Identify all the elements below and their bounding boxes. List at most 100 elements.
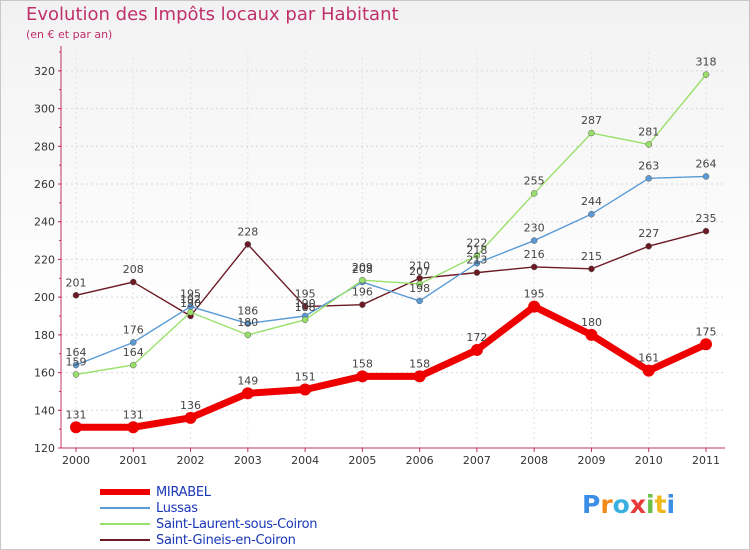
data-label: 172 — [466, 331, 487, 344]
data-point — [416, 297, 423, 305]
series-line-mirabel — [76, 303, 708, 431]
data-label: 161 — [638, 352, 659, 365]
x-tick-label: 2005 — [348, 454, 376, 467]
proxiti-logo: Proxiti — [582, 490, 675, 519]
y-tick-label: 120 — [34, 442, 55, 455]
logo-letter: P — [582, 490, 601, 519]
series-line-saint-gineis-en-coiron — [75, 230, 707, 317]
data-label: 164 — [66, 346, 87, 359]
data-point — [702, 173, 710, 180]
data-point — [470, 343, 483, 356]
data-point — [473, 259, 481, 267]
data-point — [528, 300, 541, 313]
legend-swatch — [100, 507, 150, 509]
y-tick-label: 140 — [34, 404, 55, 417]
data-point — [702, 71, 710, 78]
data-label: 196 — [352, 286, 373, 299]
data-point — [642, 364, 655, 377]
x-tick-label: 2011 — [692, 454, 720, 467]
data-label: 176 — [123, 323, 144, 336]
data-point — [473, 252, 481, 259]
data-point — [184, 411, 197, 424]
data-label: 198 — [409, 282, 430, 295]
data-point — [130, 278, 137, 286]
data-label: 228 — [237, 225, 258, 238]
data-label: 222 — [466, 237, 487, 250]
data-label: 164 — [123, 346, 144, 359]
data-label: 209 — [352, 261, 373, 274]
data-label: 255 — [524, 174, 545, 187]
data-point — [588, 265, 595, 273]
data-label: 230 — [524, 222, 545, 235]
data-label: 244 — [581, 195, 602, 208]
data-point — [244, 241, 252, 248]
data-point — [416, 280, 423, 288]
data-point — [702, 227, 710, 235]
legend-swatch — [100, 489, 150, 495]
data-point — [299, 383, 312, 396]
data-label: 175 — [696, 325, 717, 338]
data-label: 131 — [123, 408, 144, 421]
x-tick-label: 2003 — [234, 454, 262, 467]
data-label: 151 — [295, 371, 316, 384]
data-label: 180 — [237, 316, 258, 329]
data-label: 159 — [66, 355, 87, 368]
data-label: 213 — [466, 254, 487, 267]
logo-letter: r — [600, 490, 613, 519]
logo-letter: x — [629, 490, 646, 519]
data-point — [645, 242, 652, 250]
data-label: 208 — [123, 263, 144, 276]
chart-title: Evolution des Impôts locaux par Habitant — [26, 4, 399, 25]
data-label: 190 — [180, 297, 201, 310]
data-point — [645, 175, 652, 182]
legend-swatch — [100, 539, 150, 541]
data-label: 195 — [524, 288, 545, 301]
data-label: 131 — [66, 408, 87, 421]
data-point — [72, 292, 80, 299]
y-tick-label: 200 — [34, 291, 55, 304]
data-label: 195 — [295, 288, 316, 301]
y-tick-label: 240 — [34, 216, 55, 229]
x-tick-label: 2001 — [119, 454, 147, 467]
data-label: 201 — [66, 276, 87, 289]
data-point — [72, 361, 80, 369]
data-label: 218 — [466, 244, 487, 257]
y-tick-label: 220 — [34, 253, 55, 266]
data-label: 215 — [581, 250, 602, 263]
data-point — [244, 320, 252, 327]
data-point — [356, 370, 369, 383]
data-label: 136 — [180, 399, 201, 412]
legend-label: Saint-Gineis-en-Coiron — [156, 533, 296, 548]
data-point — [301, 316, 309, 324]
data-label: 207 — [409, 265, 430, 278]
data-point — [359, 276, 366, 284]
data-point — [530, 263, 538, 271]
data-label: 195 — [180, 288, 201, 301]
data-point — [130, 339, 137, 346]
data-label: 227 — [638, 227, 659, 240]
data-label: 281 — [638, 125, 659, 138]
data-point — [244, 331, 252, 339]
data-point — [70, 421, 82, 434]
x-tick-label: 2006 — [406, 454, 434, 467]
data-point — [530, 190, 538, 197]
data-point — [530, 237, 538, 244]
data-point — [301, 303, 309, 310]
y-tick-label: 300 — [34, 103, 55, 116]
data-point — [127, 421, 140, 434]
data-label: 318 — [696, 56, 717, 69]
y-tick-label: 260 — [34, 178, 55, 191]
logo-letter: t — [654, 490, 667, 519]
legend-label: Lussas — [156, 501, 198, 516]
data-point — [72, 371, 80, 378]
x-tick-label: 2004 — [291, 454, 319, 467]
data-point — [588, 210, 595, 218]
data-label: 158 — [409, 357, 430, 370]
data-point — [588, 129, 595, 137]
x-tick-label: 2002 — [177, 454, 205, 467]
data-point — [241, 387, 254, 400]
data-point — [187, 308, 194, 316]
data-label: 158 — [352, 357, 373, 370]
